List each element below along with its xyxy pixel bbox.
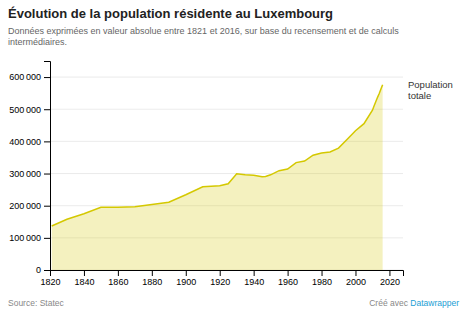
x-tick: 1860 [108, 270, 128, 287]
y-tick-mark [44, 270, 50, 271]
x-tick-label: 2000 [346, 277, 366, 287]
line [52, 85, 383, 226]
x-tick: 1840 [74, 270, 94, 287]
x-tick: 1940 [244, 270, 264, 287]
y-axis-line [44, 62, 51, 271]
grid [50, 77, 403, 270]
y-tick: 500 000 [9, 105, 50, 115]
y-tick-mark [44, 206, 50, 207]
x-axis-line [51, 271, 404, 277]
x-tick-mark [152, 270, 153, 276]
x-tick-label: 1820 [40, 277, 60, 287]
x-tick-mark [288, 270, 289, 276]
x-tick-label: 1900 [176, 277, 196, 287]
y-tick-label: 0 [36, 265, 41, 275]
y-tick: 200 000 [9, 201, 50, 211]
y-axis: 0 100 000 200 000 300 000 400 000 500 000 600 … [9, 62, 50, 276]
plot: Populationtotale 1820 1840 1860 1880 1900 1920… [9, 62, 453, 288]
x-tick-mark [254, 270, 255, 276]
credit-prefix: Créé avec [369, 298, 410, 308]
grid-line [50, 77, 403, 78]
x-tick: 1820 [40, 270, 60, 287]
grid-line [50, 109, 403, 110]
x-tick: 1900 [176, 270, 196, 287]
x-tick-mark [389, 270, 390, 276]
y-tick-label: 300 000 [9, 169, 41, 179]
x-tick-mark [186, 270, 187, 276]
y-tick-mark [44, 238, 50, 239]
y-tick: 100 000 [9, 233, 50, 243]
x-tick-label: 1960 [278, 277, 298, 287]
y-tick-label: 600 000 [9, 72, 41, 82]
source: Source: Statec [8, 298, 65, 308]
series-label-line: Population [408, 79, 453, 90]
y-tick: 400 000 [9, 137, 50, 147]
series-label-line: totale [408, 90, 431, 101]
x-tick: 2020 [380, 270, 400, 287]
x-tick-label: 1860 [108, 277, 128, 287]
x-tick-mark [355, 270, 356, 276]
subtitle: Données exprimées en valeur absolue entr… [8, 26, 399, 47]
x-axis: 1820 1840 1860 1880 1900 1920 1940 1960 1980 2000… [40, 270, 403, 287]
credit-link: Datawrapper [410, 298, 459, 308]
x-tick-mark [220, 270, 221, 276]
x-tick-label: 2020 [380, 277, 400, 287]
x-tick-mark [84, 270, 85, 276]
y-tick: 600 000 [9, 72, 50, 82]
x-tick: 2000 [346, 270, 366, 287]
x-tick: 1920 [210, 270, 230, 287]
x-tick-label: 1920 [210, 277, 230, 287]
x-tick-label: 1940 [244, 277, 264, 287]
x-tick: 1960 [278, 270, 298, 287]
credit: Créé avec Datawrapper [369, 298, 459, 308]
y-tick-label: 100 000 [9, 233, 41, 243]
x-tick-mark [322, 270, 323, 276]
y-tick: 300 000 [9, 169, 50, 179]
x-tick-label: 1880 [142, 277, 162, 287]
title: Évolution de la population résidente au … [8, 6, 333, 21]
y-tick-label: 500 000 [9, 105, 41, 115]
y-tick-mark [44, 174, 50, 175]
chart: Évolution de la population résidente au … [0, 0, 467, 312]
y-tick-mark [44, 141, 50, 142]
y-tick: 0 [36, 265, 50, 275]
y-tick-mark [44, 109, 50, 110]
series-label: Populationtotale [408, 79, 453, 101]
area [52, 85, 383, 270]
x-tick-mark [118, 270, 119, 276]
y-tick-label: 200 000 [9, 201, 41, 211]
y-tick-mark [44, 77, 50, 78]
chart-container: Évolution de la population résidente au … [0, 0, 467, 312]
x-tick-label: 1980 [312, 277, 332, 287]
x-tick: 1880 [142, 270, 162, 287]
x-tick-label: 1840 [74, 277, 94, 287]
marks [52, 85, 383, 270]
subtitle-line: intermédiaires. [8, 37, 67, 47]
y-tick-label: 400 000 [9, 137, 41, 147]
x-tick: 1980 [312, 270, 332, 287]
subtitle-line: Données exprimées en valeur absolue entr… [8, 26, 399, 36]
